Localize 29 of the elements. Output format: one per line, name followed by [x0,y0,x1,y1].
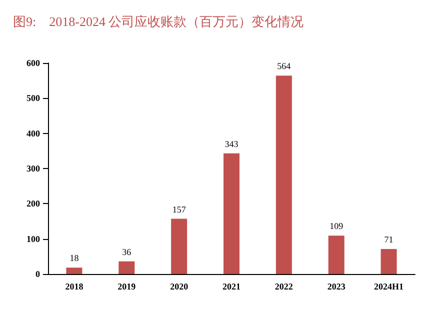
bar [171,218,188,274]
y-tick-label: 200 [26,198,40,209]
y-tick-label: 100 [26,234,40,244]
y-tick-label: 600 [26,58,40,68]
y-tick-label: 500 [26,93,40,104]
data-label: 36 [122,246,132,257]
data-label: 71 [384,234,394,245]
x-tick-label: 2020 [170,282,189,292]
bar [276,76,292,274]
x-tick-label: 2019 [118,282,136,292]
x-tick-label: 2018 [65,282,84,292]
data-label: 343 [224,138,239,149]
data-label: 109 [330,221,344,232]
y-tick-label: 400 [26,128,40,138]
bar [380,249,397,274]
x-tick-label: 2021 [222,282,241,292]
y-tick-label: 0 [36,269,40,279]
x-tick-label: 2024H1 [374,282,404,292]
bar [224,153,240,274]
bar [66,268,82,274]
data-label: 564 [277,61,292,72]
x-tick-label: 2022 [274,282,294,292]
bar [118,261,135,274]
data-label: 18 [70,253,80,264]
x-tick-label: 2023 [327,282,346,292]
chart-title: 图9: 2018-2024 公司应收账款（百万元）变化情况 [13,14,304,29]
y-tick-label: 300 [26,164,40,174]
bar [328,236,344,274]
data-label: 157 [172,204,186,214]
